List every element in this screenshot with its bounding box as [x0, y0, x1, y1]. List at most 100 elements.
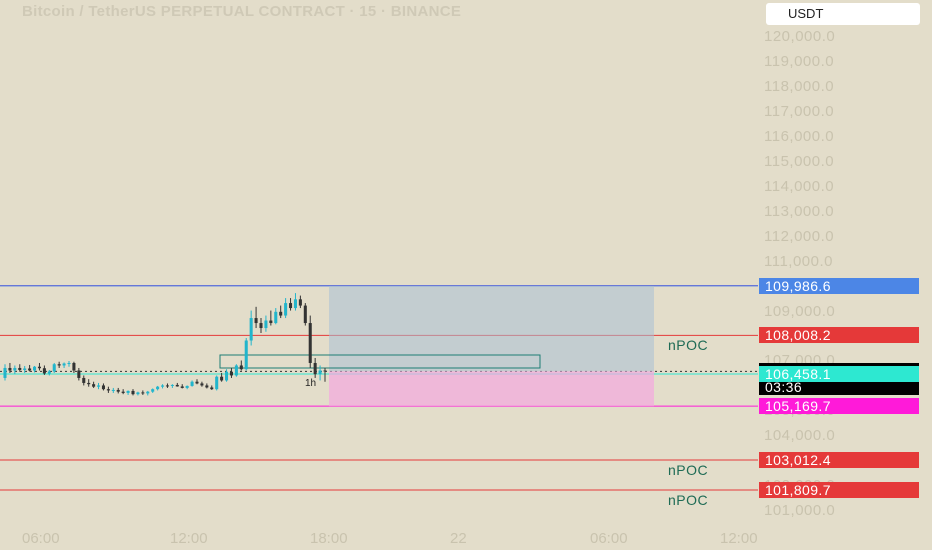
price-tick-label: 111,000.0 — [764, 252, 834, 270]
candle-body — [205, 385, 209, 388]
price-tick-label: 101,000.0 — [764, 502, 836, 520]
price-tick-label: 120,000.0 — [764, 28, 836, 45]
candle-body — [298, 299, 302, 306]
time-tick-label: 06:00 — [590, 530, 628, 547]
candle-body — [8, 367, 12, 371]
candle-body — [13, 367, 17, 371]
candle-body — [180, 386, 184, 388]
candle-body — [116, 389, 120, 392]
price-level-value: 101,809.7 — [765, 482, 831, 499]
candle-body — [82, 377, 86, 383]
time-tick-label: 12:00 — [170, 530, 208, 547]
candle-body — [175, 384, 179, 387]
price-level-badge: 109,986.6 — [759, 277, 919, 294]
candlesticks — [3, 293, 327, 396]
price-tick-label: 114,000.0 — [764, 177, 835, 195]
candle-body — [121, 391, 125, 393]
candle-body — [126, 390, 130, 393]
candle-body — [254, 318, 258, 324]
candle-body — [249, 318, 253, 341]
time-tick-label: 22 — [450, 530, 467, 547]
time-tick-label: 06:00 — [22, 530, 60, 547]
price-level-badge: 105,169.7 — [759, 398, 919, 415]
candle-body — [185, 385, 189, 388]
price-level-value: 109,986.6 — [765, 277, 831, 294]
price-tick-label: 119,000.0 — [764, 52, 835, 70]
candle-body — [57, 364, 61, 366]
range-box — [219, 354, 541, 369]
npoc-label: nPOC — [668, 337, 709, 354]
candle-body — [229, 371, 233, 376]
candle-body — [303, 305, 307, 324]
profit-zone[interactable] — [329, 285, 654, 372]
candle-body — [92, 384, 96, 387]
candle-body — [151, 389, 155, 392]
candle-body — [210, 387, 214, 390]
candle-body — [323, 370, 327, 372]
candle-body — [52, 364, 56, 372]
candle-body — [37, 366, 41, 369]
candle-body — [293, 299, 297, 309]
time-tick-label: 12:00 — [720, 530, 758, 547]
candle-body — [259, 323, 263, 329]
price-level-badge: 108,008.2 — [759, 327, 919, 344]
price-level-badge: 101,809.7 — [759, 482, 919, 499]
candle-body — [234, 365, 238, 376]
candle-body — [289, 303, 293, 309]
candle-countdown: 03:36 — [765, 379, 803, 396]
candle-body — [33, 366, 37, 371]
price-tick-label: 118,000.0 — [764, 77, 835, 95]
npoc-label: nPOC — [668, 462, 709, 478]
candle-body — [28, 368, 32, 371]
price-tick-label: 112,000.0 — [764, 227, 835, 245]
candle-body — [161, 385, 165, 387]
candle-body — [239, 365, 243, 370]
npoc-label: nPOC — [668, 492, 709, 509]
candle-body — [23, 368, 27, 370]
candle-body — [244, 340, 248, 370]
candle-body — [308, 323, 312, 363]
candle-body — [146, 391, 150, 394]
price-tick-label: 116,000.0 — [764, 127, 835, 145]
candle-body — [165, 385, 169, 387]
candle-body — [97, 385, 101, 387]
position-box[interactable] — [219, 285, 654, 407]
currency-badge[interactable]: USDT — [766, 3, 920, 25]
candle-body — [101, 385, 105, 390]
candle-body — [47, 371, 51, 374]
price-level-value: 108,008.2 — [765, 327, 831, 344]
candle-body — [313, 362, 317, 375]
candle-body — [62, 363, 66, 366]
candle-body — [274, 311, 278, 324]
price-level-value: 106,458.1 — [765, 366, 831, 382]
candle-body — [77, 370, 81, 378]
candle-body — [111, 389, 115, 391]
candle-body — [18, 367, 22, 370]
candle-body — [279, 311, 283, 316]
candle-body — [3, 367, 7, 378]
price-tick-label: 115,000.0 — [764, 152, 835, 170]
candle-body — [220, 376, 224, 381]
price-tick-label: 104,000.0 — [764, 427, 836, 445]
candle-body — [215, 376, 219, 390]
candle-body — [67, 362, 71, 364]
price-level-badge: 106,458.1 — [759, 366, 919, 382]
candle-body — [106, 389, 110, 391]
candle-body — [318, 370, 322, 375]
loss-zone[interactable] — [329, 371, 654, 407]
candle-body — [42, 368, 46, 374]
candle-body — [200, 383, 204, 386]
candle-body — [269, 320, 273, 324]
candle-body — [225, 371, 229, 381]
timeframe-marker: 1h — [305, 378, 317, 389]
price-level-value: 103,012.4 — [765, 452, 831, 468]
candle-body — [264, 320, 268, 329]
price-tick-label: 113,000.0 — [764, 202, 835, 220]
time-tick-label: 18:00 — [310, 530, 348, 547]
candle-body — [136, 392, 140, 395]
chart-title: Bitcoin / TetherUS PERPETUAL CONTRACT · … — [22, 3, 462, 20]
price-level-value: 105,169.7 — [765, 398, 831, 415]
price-tick-label: 117,000.0 — [764, 102, 835, 120]
candle-body — [284, 303, 288, 316]
